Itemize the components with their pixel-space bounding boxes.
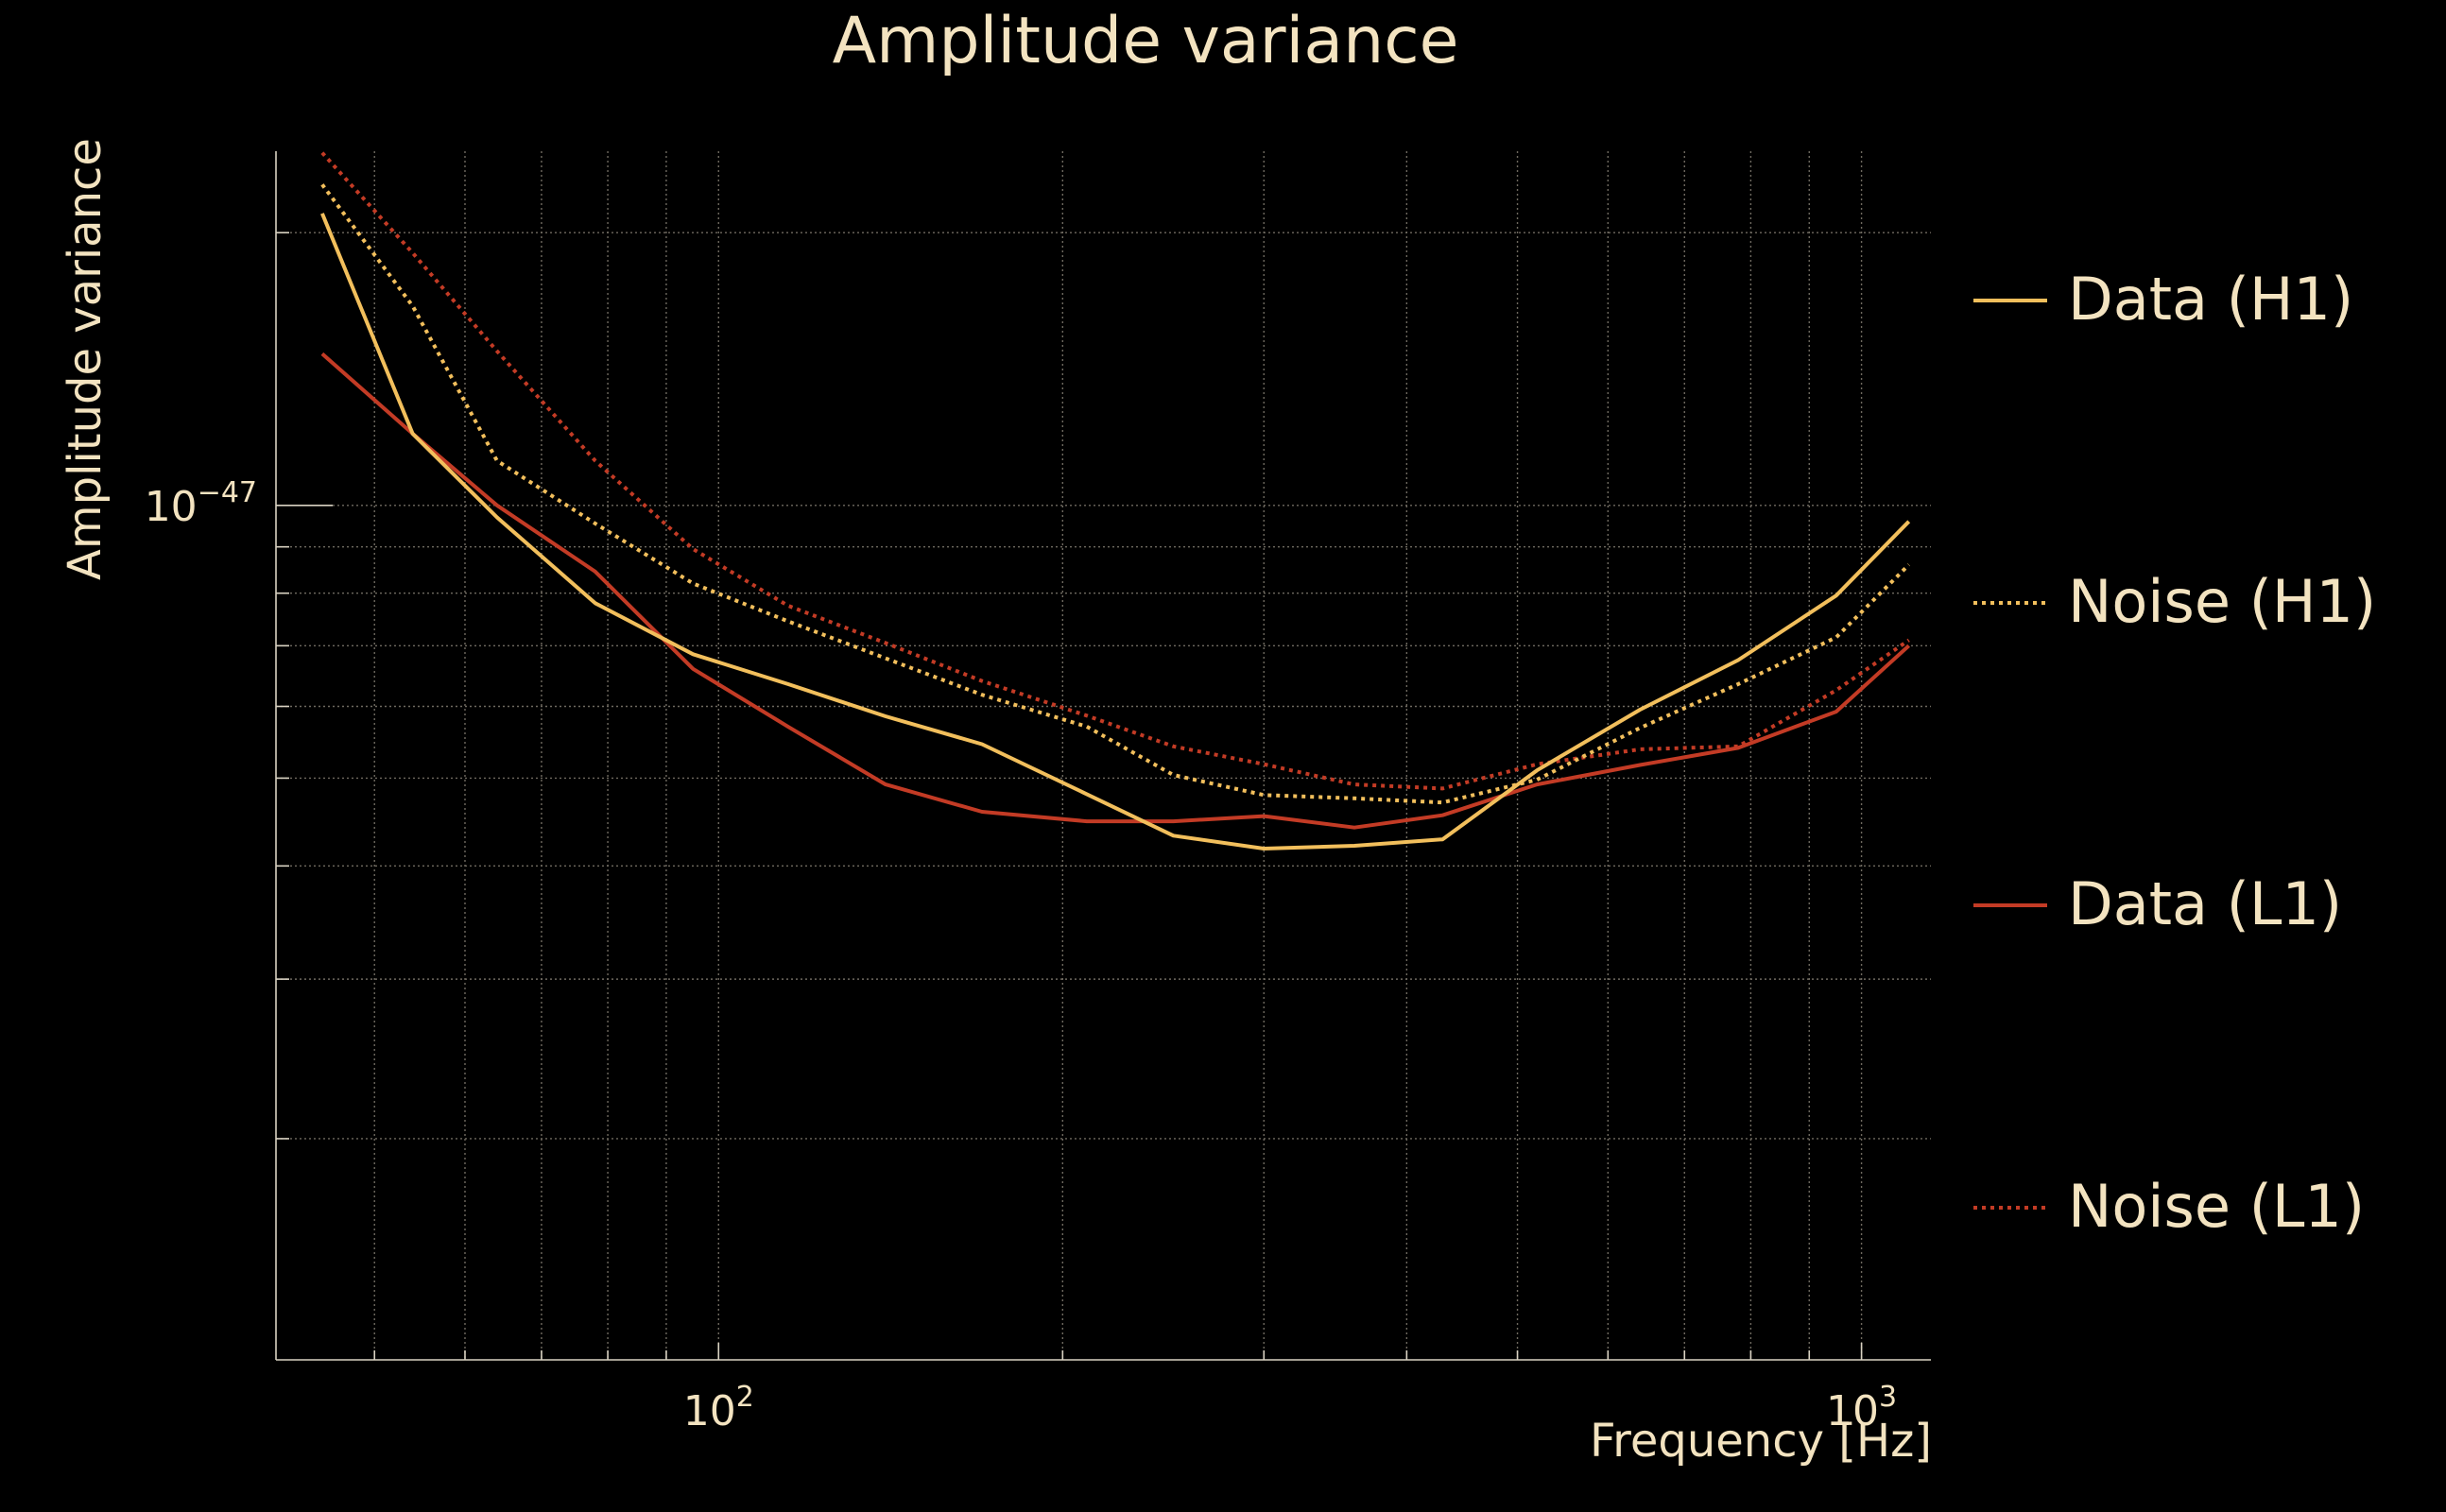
legend-label-noise-l1: Noise (L1) <box>2068 1172 2365 1241</box>
x-axis-label: Frequency [Hz] <box>1590 1415 1932 1468</box>
legend-label-data-h1: Data (H1) <box>2068 265 2353 334</box>
chart-title: Amplitude variance <box>833 4 1459 78</box>
grid <box>276 151 1931 1360</box>
series-line-data-h1 <box>320 213 1911 850</box>
y-tick-label: 10−47 <box>145 476 257 531</box>
y-axis-label: Amplitude variance <box>59 138 112 580</box>
series-line-data-l1 <box>320 352 1911 830</box>
legend-label-noise-h1: Noise (H1) <box>2068 567 2376 636</box>
axes <box>275 151 1931 1361</box>
legend: Data (H1) Noise (H1) Data (L1) Noise (L1) <box>1973 265 2376 1241</box>
x-tick-label: 103 <box>1826 1381 1897 1435</box>
x-tick-label: 102 <box>683 1381 754 1435</box>
plot-lines <box>320 151 1911 850</box>
tick-labels: 102 103 10−47 <box>145 476 1897 1435</box>
series-line-noise-h1 <box>320 183 1911 805</box>
legend-label-data-l1: Data (L1) <box>2068 869 2342 938</box>
